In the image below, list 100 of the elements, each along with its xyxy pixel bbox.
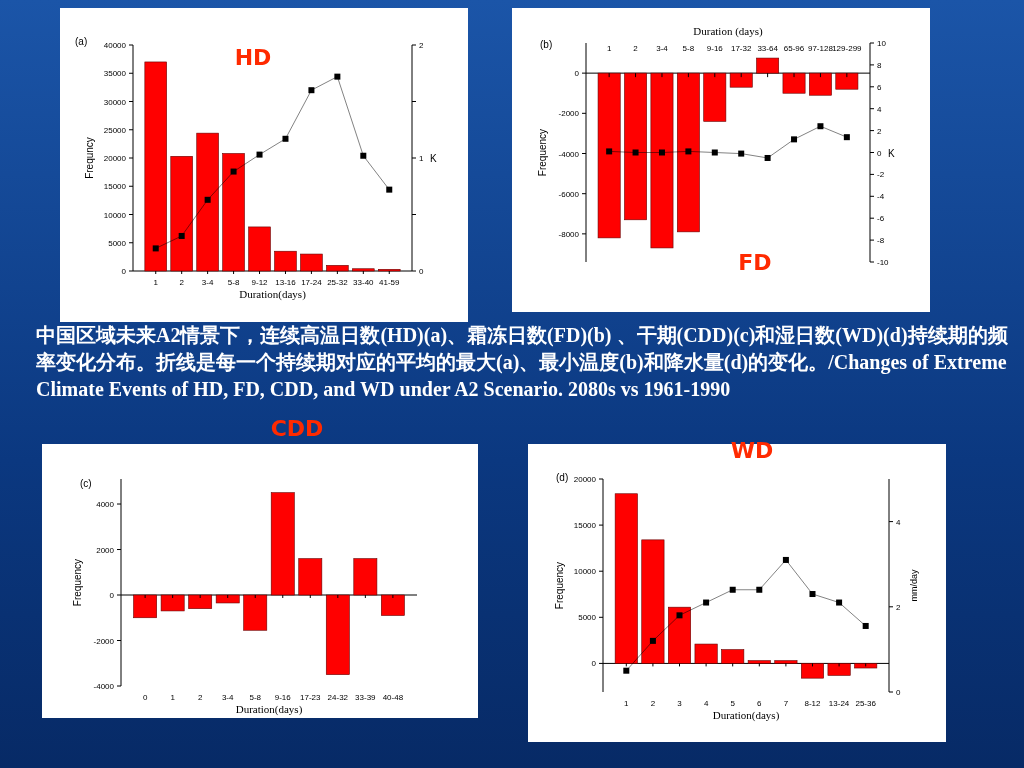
y-axis-title: Frequency (537, 128, 548, 177)
bar (144, 61, 167, 272)
x-tick-label: 3-4 (201, 278, 214, 287)
point (809, 591, 816, 598)
x-tick-label: 9-16 (274, 693, 292, 702)
x-tick-label: 2 (197, 693, 203, 702)
bar (353, 558, 378, 596)
x-tick-label: 9-12 (251, 278, 269, 287)
chart-title: WD (730, 438, 774, 463)
y2-tick-label: 10 (877, 39, 887, 48)
y-tick-label: 25000 (103, 125, 127, 135)
y-tick-label: 5000 (108, 238, 127, 248)
y2-axis-title: mm/day (909, 569, 919, 602)
y-tick-label: 0 (574, 69, 580, 79)
bar (614, 493, 638, 664)
x-tick-label: 17-32 (730, 44, 752, 53)
bar (196, 132, 219, 272)
y2-tick-label: 0 (877, 148, 882, 158)
x-tick-label: 65-96 (783, 44, 805, 53)
point (862, 622, 869, 629)
y-tick-label: -8000 (558, 229, 580, 239)
bar (352, 268, 375, 272)
point (738, 150, 745, 157)
bar (747, 660, 771, 664)
y2-tick-label: -6 (877, 214, 885, 224)
bar (133, 594, 157, 619)
x-tick-label: 7 (783, 699, 789, 708)
x-tick-label: 97-128 (807, 44, 834, 53)
y-tick-label: 0 (121, 267, 127, 276)
x-tick-label: 33-39 (355, 693, 377, 702)
bar (160, 594, 185, 612)
x-tick-label: 0 (142, 693, 148, 702)
x-tick-label: 5 (730, 699, 736, 708)
y2-tick-label: -8 (877, 236, 885, 246)
x-tick-label: 24-32 (327, 693, 349, 702)
point (817, 123, 824, 130)
x-tick-label: 3-4 (221, 693, 235, 702)
point (230, 168, 237, 175)
y-tick-label: -4000 (93, 682, 115, 691)
point (623, 667, 630, 674)
x-tick-label: 25-36 (855, 699, 877, 708)
bar (248, 226, 271, 272)
bar (774, 660, 798, 664)
text: (a) (75, 36, 88, 47)
bar (326, 265, 349, 272)
point (649, 637, 656, 644)
x-tick-label: 33-40 (353, 278, 375, 287)
point (836, 599, 843, 606)
y2-tick-label: -2 (877, 170, 885, 180)
text: (d) (556, 472, 569, 483)
x-axis-title: Duration(days) (235, 703, 303, 716)
bar (694, 643, 718, 664)
x-tick-label: 1 (170, 693, 176, 702)
y-axis-title: Frequncy (84, 137, 95, 179)
y-tick-label: 2000 (96, 545, 115, 555)
point (711, 149, 718, 156)
bar (215, 594, 240, 604)
y2-tick-label: 2 (877, 126, 882, 136)
y-tick-label: -4000 (558, 149, 580, 159)
x-axis-title: Duration (days) (693, 25, 764, 38)
x-tick-label: 1 (624, 699, 630, 708)
x-tick-label: 17-24 (301, 278, 323, 287)
point (256, 151, 263, 158)
point (282, 135, 289, 142)
x-tick-label: 6 (757, 699, 763, 708)
point (658, 149, 665, 156)
point (729, 586, 736, 593)
y-tick-label: 10000 (573, 567, 597, 577)
y-tick-label: 0 (591, 659, 597, 669)
bar (270, 492, 295, 596)
x-tick-label: 1 (606, 44, 612, 53)
y-tick-label: 10000 (103, 210, 127, 220)
point (178, 232, 185, 239)
point (204, 196, 211, 203)
y-tick-label: 40000 (103, 41, 127, 50)
bar (827, 663, 851, 676)
x-tick-label: 41-59 (379, 278, 401, 287)
point (764, 154, 771, 161)
point (632, 149, 639, 156)
chart-title: HD (234, 45, 272, 70)
x-tick-label: 1 (153, 278, 159, 287)
y2-tick-label: 1 (419, 154, 424, 163)
x-tick-label: 2 (650, 699, 656, 708)
text: (b) (540, 39, 553, 50)
x-tick-label: 5-8 (249, 693, 262, 702)
text: FD (738, 250, 772, 275)
y2-tick-label: 6 (877, 82, 882, 92)
y2-tick-label: 0 (419, 267, 424, 276)
y2-tick-label: 2 (896, 602, 901, 612)
y-tick-label: 15000 (103, 182, 127, 192)
x-tick-label: 5-8 (227, 278, 240, 287)
point (334, 73, 341, 80)
text: (c) (80, 478, 92, 489)
y2-tick-label: 4 (877, 104, 882, 114)
y2-tick-label: 4 (896, 517, 901, 527)
bar (298, 558, 323, 596)
point (756, 586, 763, 593)
x-tick-label: 9-16 (706, 44, 724, 53)
point (606, 148, 613, 155)
point (308, 87, 315, 94)
